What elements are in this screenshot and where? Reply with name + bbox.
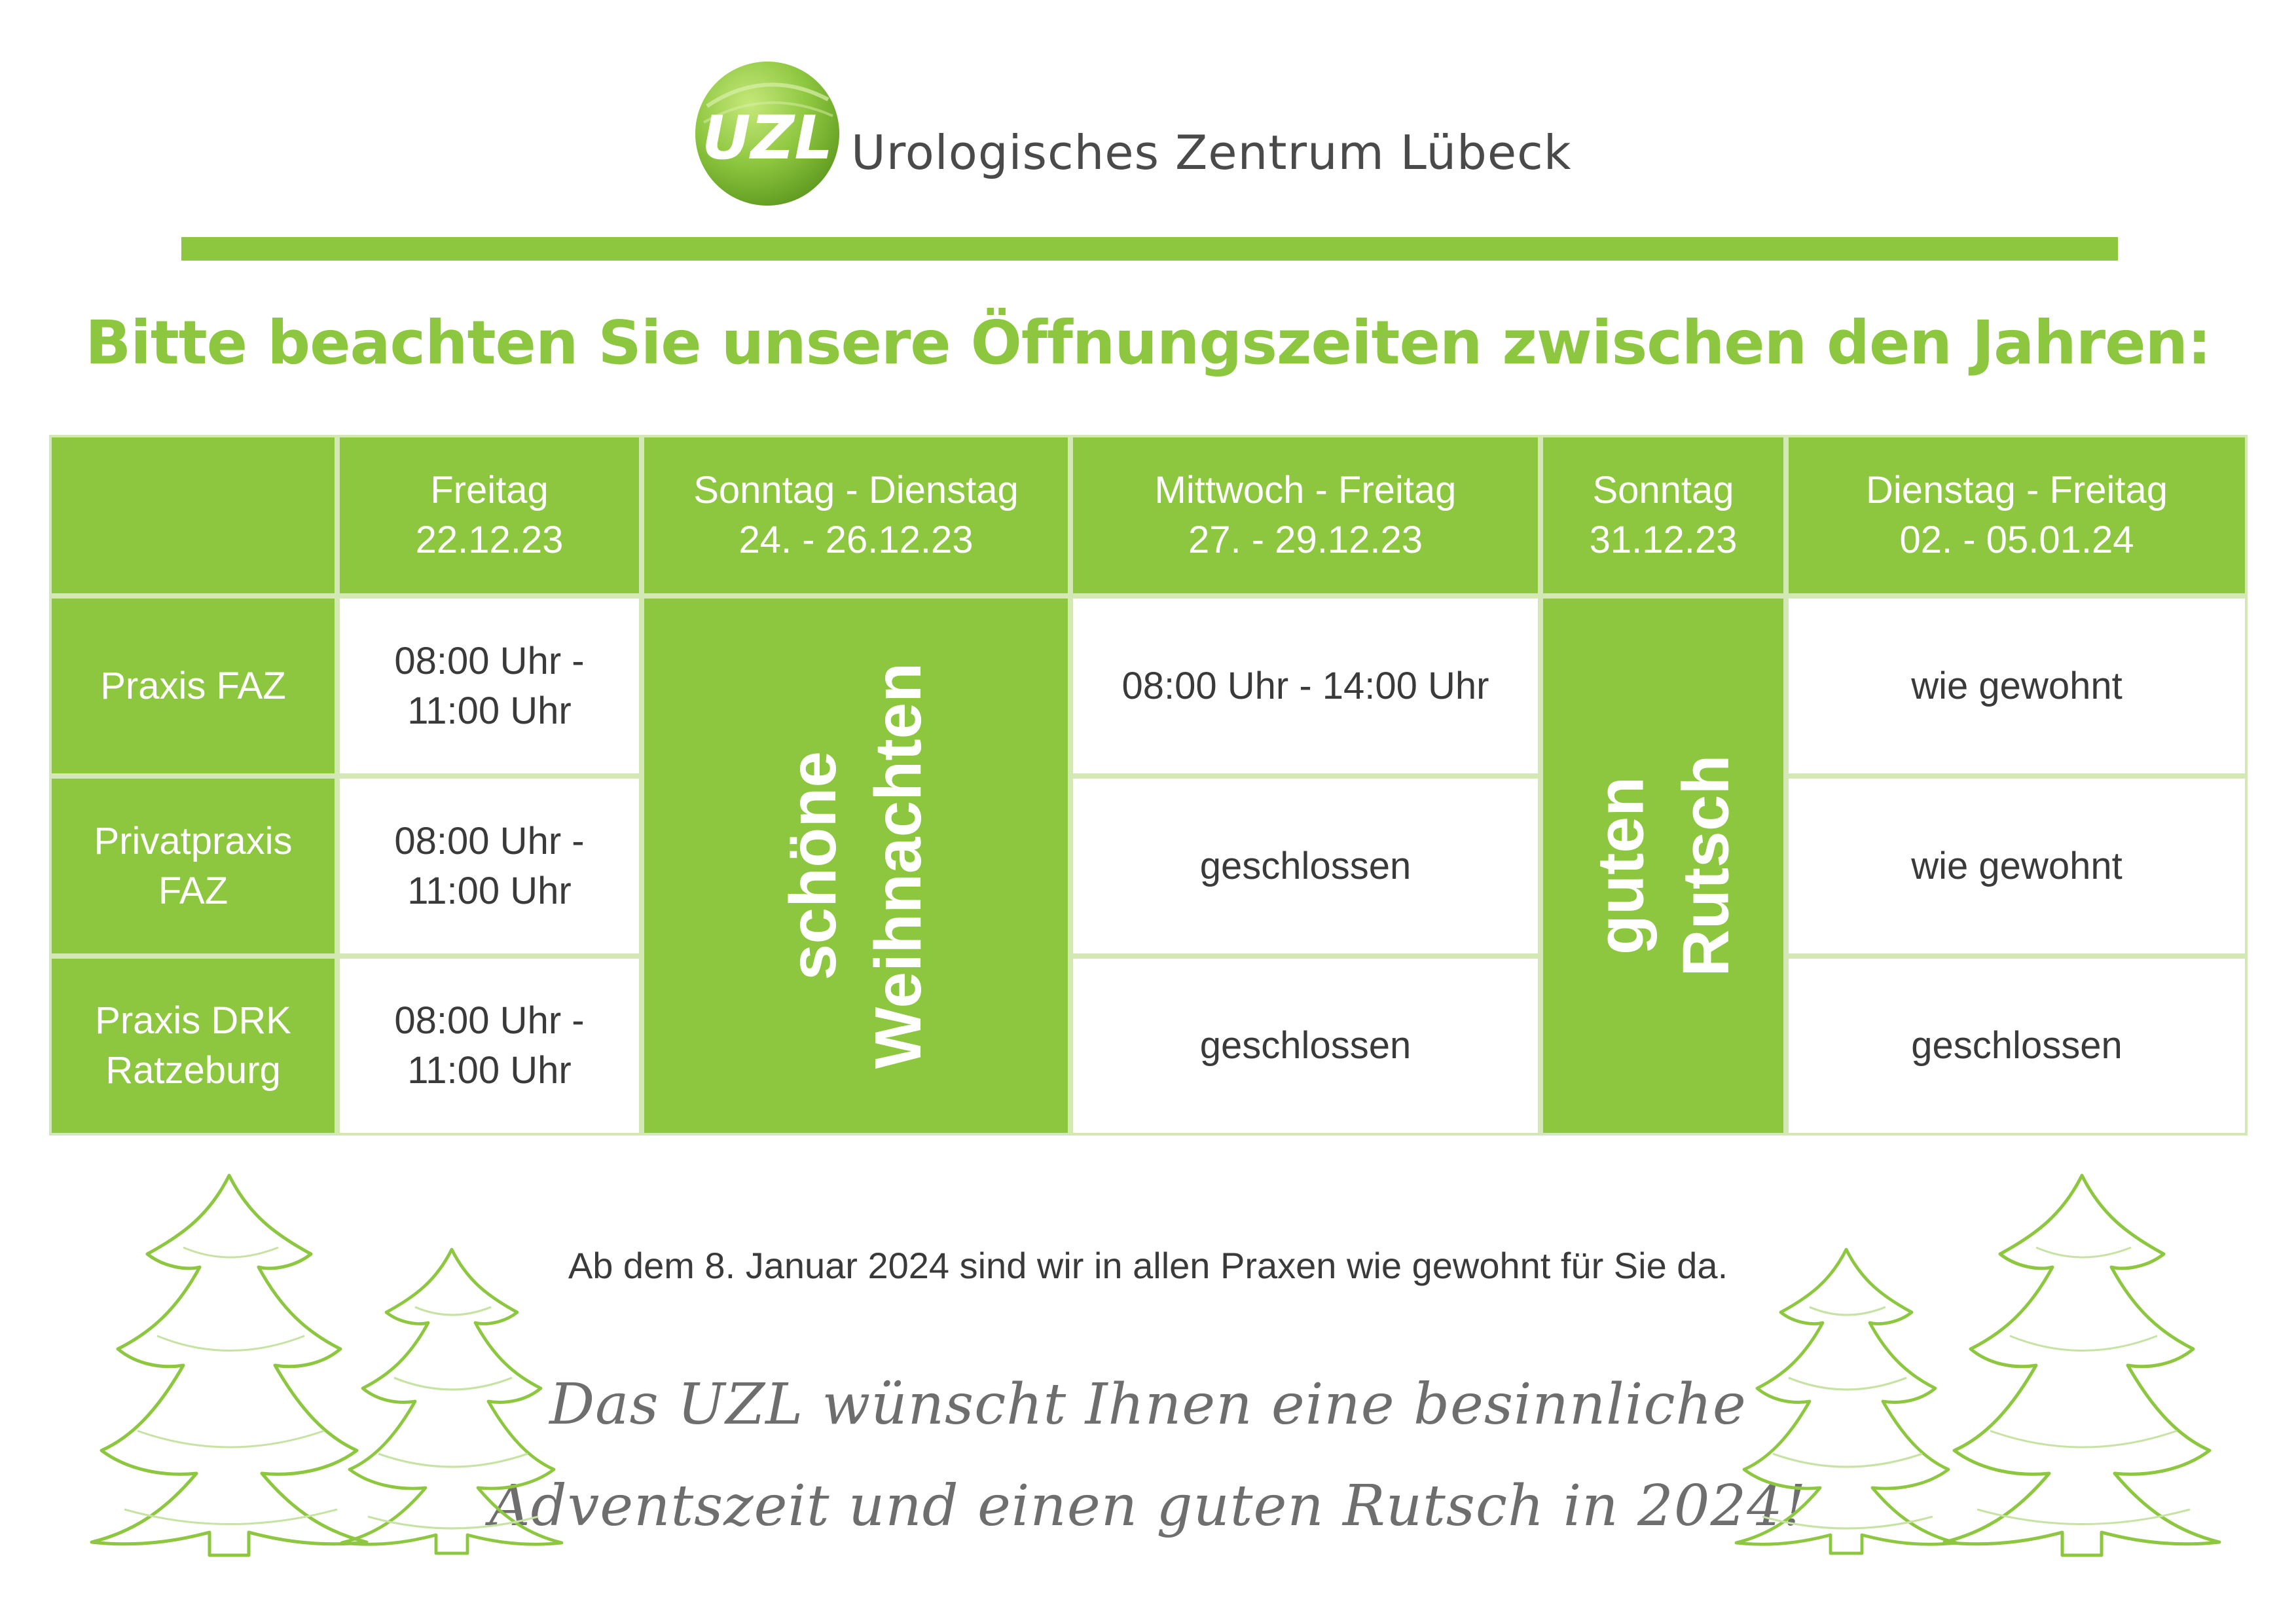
row-label-text: Ratzeburg <box>105 1049 281 1092</box>
column-header-4: Sonntag 31.12.23 <box>1540 435 1786 596</box>
hours-cell: 08:00 Uhr - 14:00 Uhr <box>1070 596 1540 776</box>
row-label-text: Privatpraxis <box>94 819 293 862</box>
column-date: 22.12.23 <box>415 519 564 561</box>
corner-cell <box>49 435 337 596</box>
column-header-5: Dienstag - Freitag 02. - 05.01.24 <box>1786 435 2248 596</box>
brand-name: Urologisches Zentrum Lübeck <box>851 125 1572 180</box>
column-header-3: Mittwoch - Freitag 27. - 29.12.23 <box>1070 435 1540 596</box>
row-label-praxis-faz: Praxis FAZ <box>49 596 337 776</box>
hours-text: 11:00 Uhr <box>407 869 572 912</box>
hours-cell: geschlossen <box>1786 956 2248 1135</box>
hours-cell: geschlossen <box>1070 776 1540 956</box>
greeting-line: schöne <box>776 750 850 981</box>
christmas-greeting-cell: schöne Weihnachten <box>642 596 1070 1135</box>
header-divider <box>181 237 2118 261</box>
christmas-tree-icon <box>1942 1173 2221 1557</box>
logo-text: UZL <box>702 103 833 173</box>
column-date: 24. - 26.12.23 <box>738 519 974 561</box>
column-date: 27. - 29.12.23 <box>1188 519 1423 561</box>
hours-cell: wie gewohnt <box>1786 776 2248 956</box>
hours-cell: 08:00 Uhr - 11:00 Uhr <box>337 776 642 956</box>
new-year-greeting: guten Rutsch <box>1578 755 1748 977</box>
greeting-line-1: Das UZL wünscht Ihnen eine besinnliche <box>549 1372 1747 1437</box>
hours-text: 08:00 Uhr - <box>394 639 585 682</box>
new-year-greeting-cell: guten Rutsch <box>1540 596 1786 1135</box>
reopening-note: Ab dem 8. Januar 2024 sind wir in allen … <box>568 1245 1728 1286</box>
hours-text: 08:00 Uhr - <box>394 999 585 1042</box>
hours-cell: 08:00 Uhr - 11:00 Uhr <box>337 956 642 1135</box>
column-header-2: Sonntag - Dienstag 24. - 26.12.23 <box>642 435 1070 596</box>
column-day: Freitag <box>430 469 549 511</box>
hours-cell: 08:00 Uhr - 11:00 Uhr <box>337 596 642 776</box>
hours-cell: geschlossen <box>1070 956 1540 1135</box>
column-day: Sonntag <box>1592 469 1734 511</box>
row-label-privatpraxis-faz: Privatpraxis FAZ <box>49 776 337 956</box>
greeting-line: Weihnachten <box>862 662 936 1069</box>
column-header-1: Freitag 22.12.23 <box>337 435 642 596</box>
page-title: Bitte beachten Sie unsere Öffnungszeiten… <box>85 308 2212 378</box>
column-date: 31.12.23 <box>1589 519 1738 561</box>
row-label-praxis-drk-ratzeburg: Praxis DRK Ratzeburg <box>49 956 337 1135</box>
hours-text: 11:00 Uhr <box>407 689 572 732</box>
greeting-line-2: Adventszeit und einen guten Rutsch in 20… <box>489 1473 1807 1539</box>
row-label-text: Praxis FAZ <box>100 664 286 707</box>
uzl-logo-icon: UZL <box>695 62 839 206</box>
column-date: 02. - 05.01.24 <box>1899 519 2134 561</box>
row-label-text: FAZ <box>158 869 228 912</box>
column-day: Mittwoch - Freitag <box>1154 469 1457 511</box>
christmas-greeting: schöne Weihnachten <box>771 663 941 1069</box>
christmas-tree-icon <box>340 1247 564 1555</box>
hours-text: 11:00 Uhr <box>407 1049 572 1092</box>
christmas-tree-icon <box>1734 1247 1958 1555</box>
greeting-line: Rutsch <box>1669 754 1743 977</box>
column-day: Sonntag - Dienstag <box>693 469 1019 511</box>
row-label-text: Praxis DRK <box>95 999 291 1042</box>
greeting-line: guten <box>1584 776 1658 955</box>
hours-cell: wie gewohnt <box>1786 596 2248 776</box>
column-day: Dienstag - Freitag <box>1866 469 2168 511</box>
opening-hours-table: Freitag 22.12.23 Sonntag - Dienstag 24. … <box>49 435 2248 1135</box>
hours-text: 08:00 Uhr - <box>394 819 585 862</box>
christmas-tree-icon <box>90 1173 369 1557</box>
